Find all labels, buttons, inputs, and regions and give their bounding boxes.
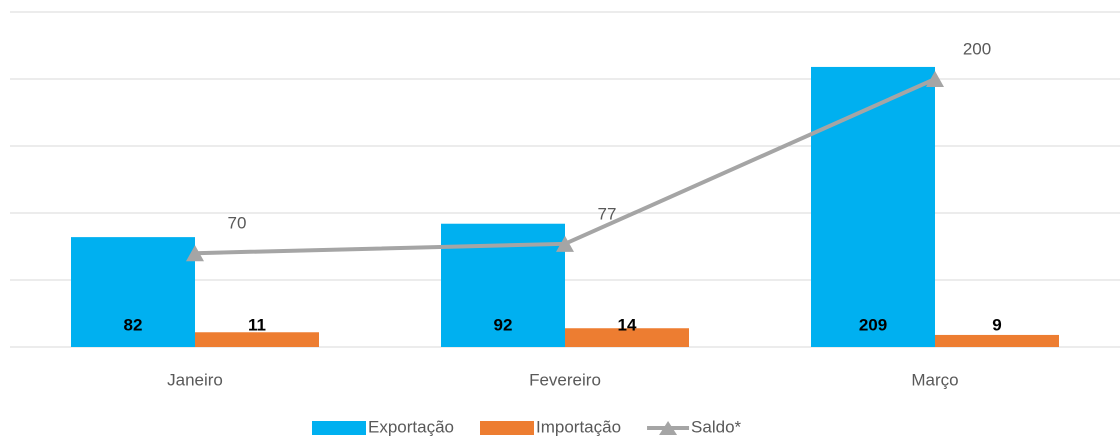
bar [195,332,319,347]
data-label: 11 [248,315,266,334]
x-tick-label: Janeiro [167,370,223,389]
legend-swatch [659,421,678,435]
data-label: 77 [598,204,617,223]
line-marker [186,245,204,262]
legend-swatch [480,421,534,435]
bar [71,237,195,347]
bar [565,328,689,347]
data-label: 92 [494,315,513,334]
line-marker [556,235,574,252]
legend-swatch [312,421,366,435]
legend-label: Exportação [368,417,454,436]
data-label: 14 [618,315,637,334]
x-tick-label: Fevereiro [529,370,601,389]
line-marker [926,71,944,87]
data-label: 200 [963,39,991,58]
bar [811,66,935,347]
data-label: 82 [124,315,143,334]
data-label: 70 [228,214,247,233]
x-tick-label: Março [911,370,958,389]
data-label: 209 [859,315,887,334]
bar [935,334,1059,347]
data-label: 9 [992,315,1001,334]
legend-label: Saldo* [691,417,741,436]
legend-label: Importação [536,417,621,436]
